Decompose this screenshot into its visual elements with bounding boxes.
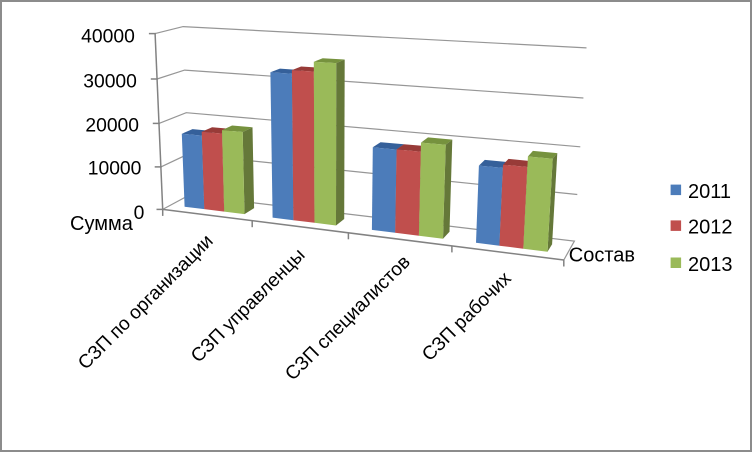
svg-text:2011: 2011 xyxy=(688,181,731,203)
svg-text:40000: 40000 xyxy=(81,27,135,48)
svg-text:2012: 2012 xyxy=(688,217,733,239)
svg-text:30000: 30000 xyxy=(83,72,137,93)
svg-text:2013: 2013 xyxy=(688,254,733,276)
svg-text:20000: 20000 xyxy=(85,116,139,137)
svg-text:0: 0 xyxy=(134,203,145,224)
svg-text:10000: 10000 xyxy=(88,158,142,179)
svg-text:Сумма: Сумма xyxy=(70,213,134,235)
svg-text:Состав: Состав xyxy=(569,244,635,266)
